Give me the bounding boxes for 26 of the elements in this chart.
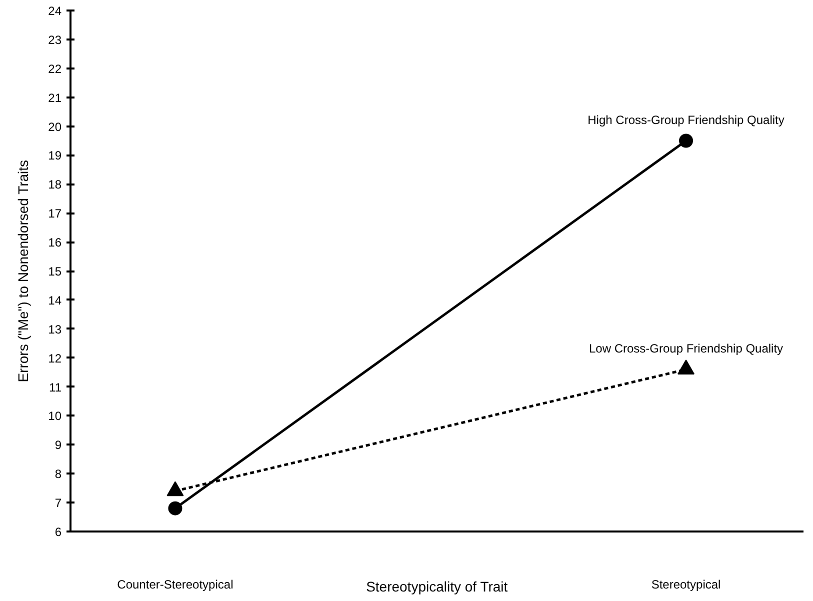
y-tick-label: 14 [48, 293, 62, 308]
y-tick-label: 13 [48, 322, 62, 336]
y-tick-label: 12 [48, 351, 62, 366]
point [679, 134, 694, 148]
x-tick-label: Stereotypical [651, 578, 721, 592]
y-tick-label: 19 [48, 148, 62, 163]
x-axis-title: Stereotypicality of Trait [366, 578, 508, 594]
y-tick-label: 11 [49, 380, 62, 394]
series-label: High Cross-Group Friendship Quality [588, 112, 784, 127]
y-tick-label: 7 [54, 496, 62, 510]
y-tick-label: 6 [54, 525, 62, 539]
y-tick-label: 9 [54, 438, 62, 452]
y-tick-label: 22 [48, 62, 62, 76]
y-tick-label: 21 [48, 90, 62, 105]
y-tick-label: 10 [48, 409, 62, 424]
x-tick-label: Counter-Stereotypical [117, 578, 234, 592]
y-tick-label: 16 [48, 236, 62, 250]
y-tick-label: 8 [54, 467, 62, 482]
y-tick-label: 24 [48, 4, 62, 18]
y-tick-label: 15 [48, 264, 62, 278]
y-tick-label: 23 [48, 32, 62, 47]
series-label: Low Cross-Group Friendship Quality [588, 341, 784, 356]
y-tick-label: 20 [48, 120, 62, 134]
y-tick-label: 18 [48, 178, 62, 192]
y-tick-label: 17 [48, 206, 62, 221]
y-axis-title: Errors ("Me") to Nonendorsed Traits [15, 160, 32, 382]
